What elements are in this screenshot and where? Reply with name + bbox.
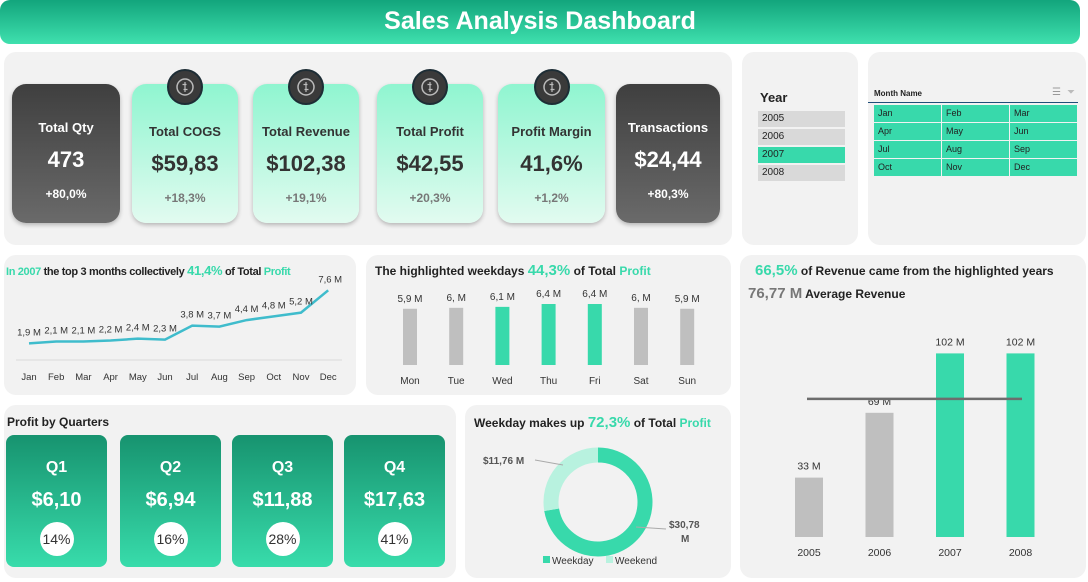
margin-icon (533, 69, 570, 105)
kpi-change: +18,3% (164, 191, 206, 205)
month-option-jan[interactable]: Jan (874, 105, 941, 122)
month-option-nov[interactable]: Nov (942, 159, 1009, 176)
yearly-revenue-panel (740, 255, 1086, 578)
year-option-2007[interactable]: 2007 (758, 147, 845, 163)
year-option-2006[interactable]: 2006 (758, 129, 845, 145)
quarter-share: 16% (153, 522, 188, 556)
quarter-share: 14% (39, 522, 74, 556)
slicer-divider (868, 102, 1078, 103)
yearly-revenue-title: 66,5% of Revenue came from the highlight… (755, 262, 1054, 279)
quarter-card: Q1 $6,10 14% (6, 435, 107, 567)
profit-icon (412, 69, 448, 105)
average-revenue-title: 76,77 M Average Revenue (748, 285, 906, 302)
kpi-value: 41,6% (520, 151, 583, 176)
kpi-card: Transactions $24,44 +80,3% (616, 84, 720, 223)
kpi-value: $102,38 (266, 151, 346, 176)
quarter-card: Q4 $17,63 41% (344, 435, 445, 567)
kpi-card: Total Profit $42,55 +20,3% (377, 84, 483, 223)
kpi-change: +19,1% (285, 191, 327, 205)
year-option-2005[interactable]: 2005 (758, 111, 845, 127)
kpi-label: Total Revenue (262, 124, 350, 139)
kpi-change: +80,0% (45, 187, 87, 201)
kpi-value: $42,55 (396, 151, 464, 176)
month-slicer-title: Month Name (874, 89, 922, 98)
month-option-apr[interactable]: Apr (874, 123, 941, 140)
month-option-jul[interactable]: Jul (874, 141, 941, 158)
donut-title: Weekday makes up 72,3% of Total Profit (474, 414, 711, 431)
quarter-share: 41% (377, 522, 412, 556)
kpi-card: Total Qty 473 +80,0% (12, 84, 120, 223)
quarter-value: $11,88 (252, 489, 313, 511)
monthly-profit-title: In 2007 the top 3 months collectively 41… (6, 263, 291, 278)
coins-icon (167, 69, 203, 105)
kpi-panel (4, 52, 732, 245)
year-option-2008[interactable]: 2008 (758, 165, 845, 181)
quarter-label: Q3 (271, 459, 294, 476)
weekday-title: The highlighted weekdays 44,3% of Total … (375, 262, 651, 279)
month-option-dec[interactable]: Dec (1010, 159, 1077, 176)
month-option-mar[interactable]: Mar (1010, 105, 1077, 122)
quarter-value: $6,10 (31, 489, 82, 511)
year-slicer-title: Year (760, 90, 788, 105)
kpi-change: +80,3% (647, 187, 689, 201)
quarter-card: Q2 $6,94 16% (120, 435, 221, 567)
month-option-sep[interactable]: Sep (1010, 141, 1077, 158)
clear-filter-icon[interactable]: ⏷ (1067, 87, 1075, 98)
month-option-jun[interactable]: Jun (1010, 123, 1077, 140)
kpi-value: $24,44 (634, 147, 702, 172)
month-option-oct[interactable]: Oct (874, 159, 941, 176)
quarter-share: 28% (265, 522, 300, 556)
quarter-label: Q2 (159, 459, 182, 476)
kpi-label: Transactions (627, 120, 709, 135)
dashboard-title: Sales Analysis Dashboard (0, 0, 1080, 44)
kpi-value: 473 (47, 147, 85, 172)
kpi-label: Total COGS (149, 124, 221, 139)
kpi-label: Total Qty (38, 120, 94, 135)
kpi-card: Total Revenue $102,38 +19,1% (253, 84, 359, 223)
kpi-change: +20,3% (409, 191, 451, 205)
kpi-card: Total COGS $59,83 +18,3% (132, 84, 238, 223)
multi-select-icon[interactable]: ☰ (1052, 87, 1061, 98)
kpi-value: $59,83 (151, 151, 219, 176)
month-option-aug[interactable]: Aug (942, 141, 1009, 158)
kpi-label: Total Profit (396, 124, 464, 139)
quarter-card: Q3 $11,88 28% (232, 435, 333, 567)
kpi-change: +1,2% (534, 191, 569, 205)
quarter-label: Q4 (383, 459, 406, 476)
quarter-label: Q1 (45, 459, 68, 476)
kpi-card: Profit Margin 41,6% +1,2% (498, 84, 605, 223)
revenue-chart-icon (288, 69, 324, 105)
month-option-feb[interactable]: Feb (942, 105, 1009, 122)
quarter-value: $6,94 (145, 489, 196, 511)
kpi-label: Profit Margin (511, 124, 592, 139)
quarter-value: $17,63 (363, 489, 426, 511)
month-option-may[interactable]: May (942, 123, 1009, 140)
quarters-title: Profit by Quarters (7, 415, 110, 429)
